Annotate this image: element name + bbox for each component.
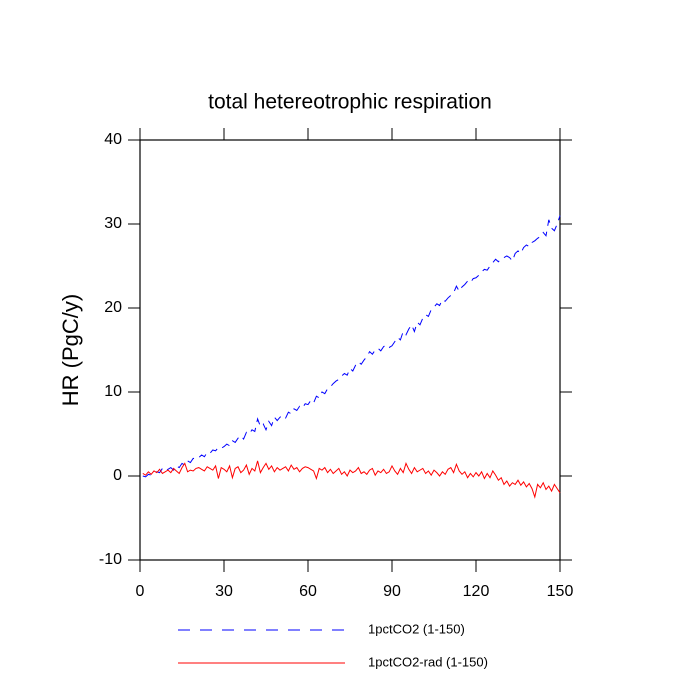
legend-label: 1pctCO2-rad (1-150) [368, 654, 488, 669]
x-tick-label: 30 [215, 583, 233, 600]
x-tick-label: 0 [136, 583, 145, 600]
y-axis-label: HR (PgC/y) [58, 294, 83, 406]
y-tick-label: 30 [104, 215, 122, 232]
chart-title: total hetereotrophic respiration [208, 91, 492, 114]
y-tick-label: 20 [104, 299, 122, 316]
y-tick-label: 10 [104, 383, 122, 400]
x-tick-label: 60 [299, 583, 317, 600]
data-line [142, 215, 561, 478]
y-tick-label: 40 [104, 131, 122, 148]
x-tick-label: 120 [463, 583, 490, 600]
data-line [142, 460, 561, 499]
x-tick-label: 150 [547, 583, 574, 600]
y-tick-label: -10 [99, 551, 122, 568]
x-tick-label: 90 [383, 583, 401, 600]
plot-frame [139, 139, 561, 561]
legend-label: 1pctCO2 (1-150) [368, 621, 465, 636]
y-tick-label: 0 [113, 467, 122, 484]
